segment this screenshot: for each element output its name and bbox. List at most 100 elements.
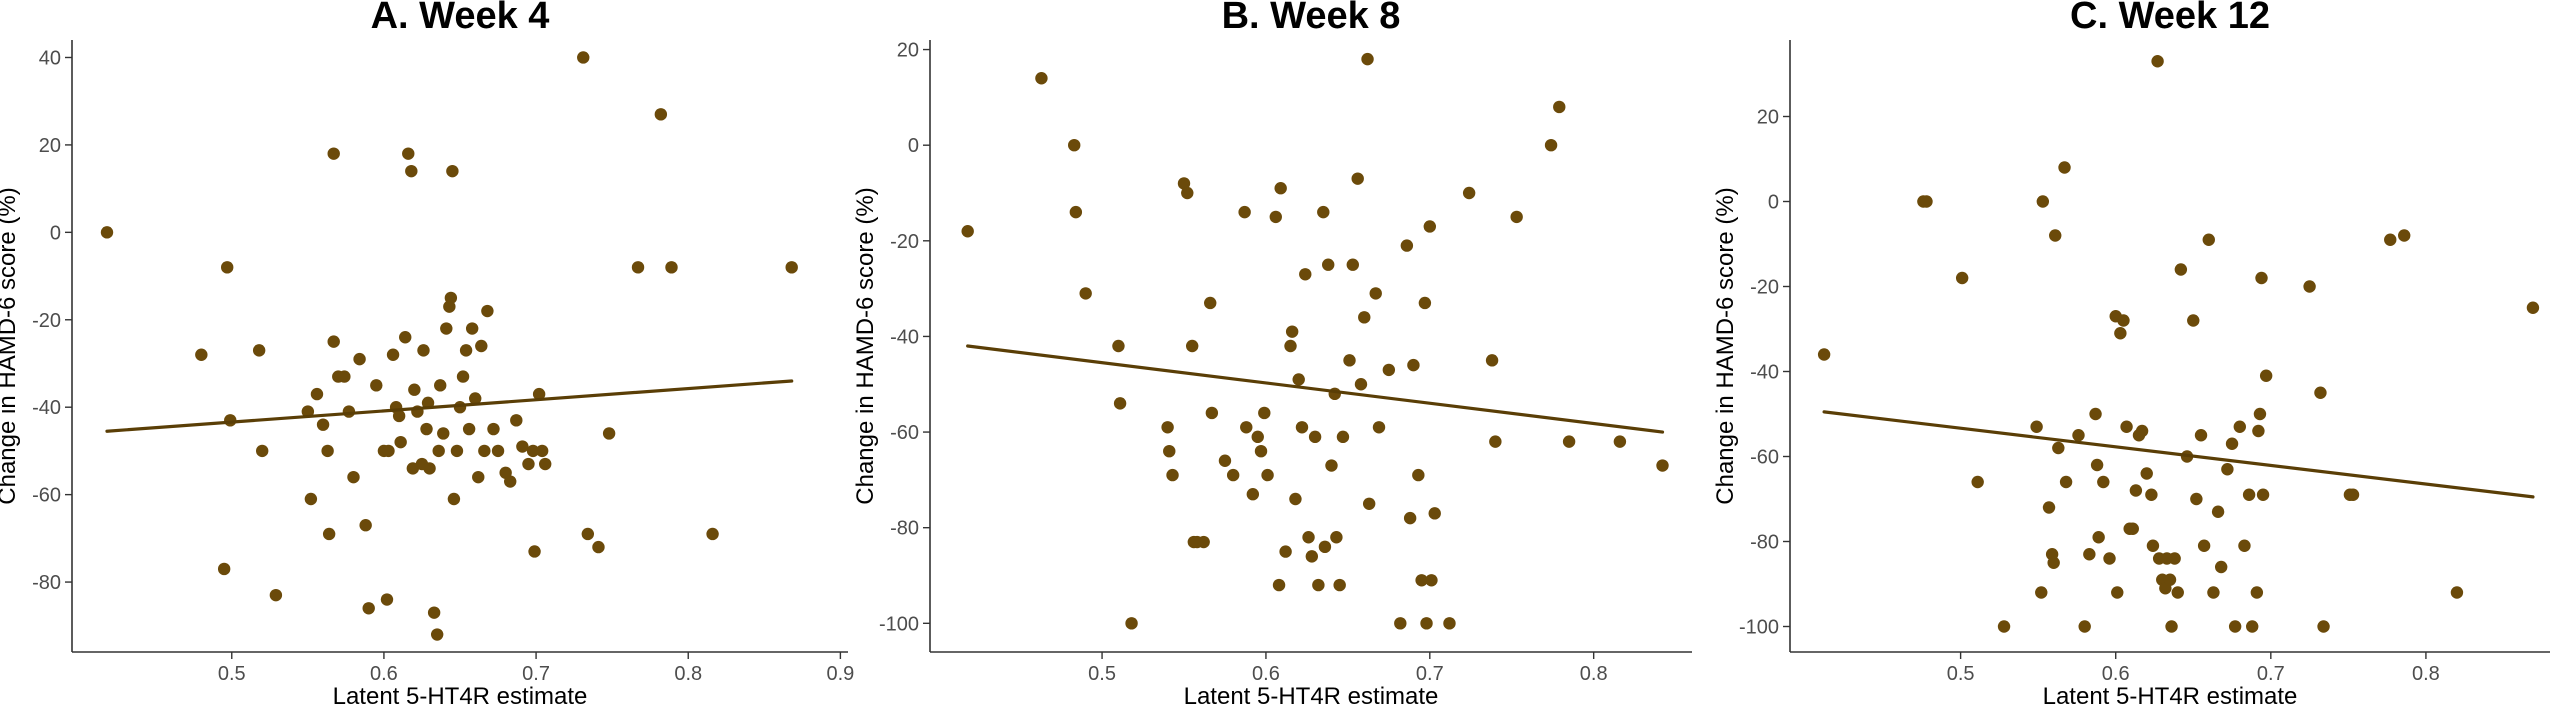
data-point [581, 527, 595, 541]
data-point [1113, 397, 1127, 410]
data-point [338, 370, 351, 383]
data-point [1197, 535, 1210, 549]
data-point [2253, 407, 2267, 421]
data-point [526, 444, 540, 458]
data-point [1489, 435, 1502, 448]
y-tick-label: 20 [1757, 107, 1779, 129]
data-point [785, 261, 798, 274]
data-point [1218, 454, 1232, 467]
data-point [487, 422, 500, 436]
data-point [2168, 552, 2181, 565]
data-point [1284, 339, 1297, 353]
data-point [1226, 468, 1240, 482]
panel-a-week-4: A. Week 4 -80 -60 -40 -20 0 20 40 0.5 0.6 0.7 0.8 0… [0, 0, 854, 710]
trend-line [105, 379, 794, 433]
data-point [2036, 195, 2050, 208]
y-axis-label: Change in HAMD-6 score (%) [0, 187, 21, 504]
data-point [217, 562, 231, 576]
data-point [2238, 539, 2251, 552]
data-point [1462, 186, 1476, 200]
data-point [2117, 314, 2130, 327]
data-point [2259, 369, 2273, 382]
data-point [2303, 280, 2316, 293]
data-point [2078, 620, 2091, 633]
y-tick-label: -60 [32, 485, 61, 507]
data-point [432, 444, 445, 458]
data-point [1336, 430, 1350, 444]
data-point [456, 370, 470, 383]
y-axis-label: Change in HAMD-6 score (%) [852, 187, 879, 504]
data-point [2135, 424, 2149, 438]
y-tick-label: -80 [890, 518, 919, 540]
data-point [1418, 296, 1432, 310]
data-point [1817, 348, 1831, 361]
y-tick-label: -20 [32, 310, 61, 332]
data-point [2346, 488, 2360, 501]
data-point [2211, 505, 2225, 518]
data-point [2114, 327, 2127, 340]
data-point [399, 331, 412, 344]
data-point [2151, 55, 2164, 68]
data-point [1443, 617, 1456, 630]
data-point [2047, 556, 2060, 569]
data-point [1317, 205, 1330, 219]
data-point [382, 444, 395, 458]
data-point [327, 335, 340, 348]
data-point [2171, 586, 2184, 599]
data-point [255, 444, 269, 458]
data-point [2314, 386, 2327, 399]
data-point [444, 291, 458, 305]
data-point [522, 457, 535, 471]
data-point [2165, 620, 2178, 633]
data-point [405, 164, 418, 178]
data-point [2042, 501, 2056, 514]
x-axis-label: Latent 5-HT4R estimate [2043, 683, 2298, 710]
data-point [420, 422, 433, 436]
panel-title: C. Week 12 [2070, 0, 2270, 37]
data-point [2092, 531, 2105, 544]
data-point [1412, 468, 1425, 482]
data-point [2072, 429, 2085, 442]
data-point [1403, 511, 1417, 525]
data-point [1343, 354, 1356, 367]
data-point [1407, 358, 1420, 372]
data-point [1205, 406, 1219, 420]
data-point [2090, 458, 2104, 472]
data-point [2049, 229, 2062, 242]
x-axis-label: Latent 5-HT4R estimate [1184, 683, 1439, 710]
data-point [475, 339, 488, 353]
y-tick-label: 40 [39, 47, 61, 69]
data-point [1428, 507, 1441, 520]
data-point [2398, 229, 2411, 242]
data-point [347, 470, 360, 484]
data-point [1997, 620, 2011, 633]
y-tick-label: 20 [39, 135, 61, 157]
x-tick-label: 0.6 [1252, 663, 1280, 685]
data-point [1261, 468, 1274, 482]
data-point [1423, 220, 1437, 233]
data-point [2246, 620, 2259, 633]
x-tick-label: 0.5 [1947, 663, 1975, 685]
y-tick-label: -40 [890, 326, 919, 348]
panel-title: B. Week 8 [1222, 0, 1401, 37]
data-point [961, 225, 974, 238]
panel-c-week-12: C. Week 12 -100 -80 -60 -40 -20 0 20 0.5 0.6 0.7 0… [1712, 0, 2550, 710]
data-point [2083, 548, 2096, 561]
data-point [1394, 617, 1407, 630]
data-point [2052, 441, 2065, 455]
data-point [427, 606, 441, 619]
data-point [516, 440, 529, 453]
data-point [1292, 373, 1305, 386]
data-point [1305, 550, 1319, 563]
data-point [1161, 421, 1174, 434]
data-point [1269, 210, 1282, 224]
data-point [2194, 429, 2208, 442]
y-tick-label: -60 [890, 422, 919, 444]
data-point [2145, 488, 2158, 501]
data-point [1351, 172, 1364, 185]
data-point [1613, 435, 1627, 448]
y-tick-label: -100 [879, 613, 919, 635]
data-point [1177, 177, 1191, 190]
data-point [386, 348, 400, 361]
data-point [1289, 492, 1302, 506]
